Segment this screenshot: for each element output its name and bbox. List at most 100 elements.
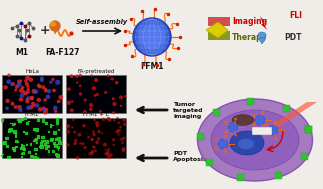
- Bar: [57, 146, 60, 149]
- Text: FA-pretreated: FA-pretreated: [77, 69, 115, 74]
- Bar: [57, 141, 62, 145]
- Point: [15, 85, 20, 88]
- Circle shape: [50, 21, 60, 31]
- Point: [46, 90, 51, 93]
- Point: [56, 100, 61, 103]
- Point: [9, 83, 15, 86]
- Text: Self-assembly: Self-assembly: [76, 19, 128, 25]
- Point: [13, 105, 18, 108]
- Point: [37, 108, 43, 111]
- Bar: [45, 140, 49, 144]
- Point: [33, 91, 38, 94]
- Point: [25, 90, 30, 93]
- Bar: [2, 118, 62, 158]
- Point: [90, 150, 95, 153]
- Bar: [275, 172, 282, 179]
- Text: HeLa: HeLa: [25, 69, 39, 74]
- Bar: [17, 141, 19, 143]
- Point: [70, 126, 75, 129]
- Bar: [12, 123, 15, 126]
- Point: [3, 86, 8, 89]
- Bar: [45, 146, 48, 150]
- Bar: [1, 155, 3, 157]
- Point: [111, 138, 116, 141]
- Point: [109, 153, 114, 156]
- Circle shape: [218, 139, 228, 149]
- Point: [18, 80, 23, 83]
- Point: [23, 92, 28, 95]
- Bar: [36, 118, 40, 122]
- Bar: [39, 146, 41, 148]
- Point: [82, 111, 88, 114]
- Point: [89, 104, 94, 107]
- Bar: [30, 155, 34, 158]
- Text: PDT
Apoptosis: PDT Apoptosis: [173, 151, 208, 162]
- Point: [111, 97, 116, 100]
- Point: [100, 132, 105, 135]
- Bar: [35, 138, 38, 141]
- Bar: [55, 138, 58, 141]
- Point: [69, 100, 75, 103]
- Ellipse shape: [197, 99, 312, 181]
- Point: [43, 89, 48, 92]
- Point: [96, 137, 101, 140]
- Bar: [13, 132, 15, 134]
- Point: [69, 75, 74, 78]
- Point: [66, 88, 71, 91]
- Point: [13, 89, 18, 92]
- Bar: [44, 143, 47, 146]
- Text: Therapy: Therapy: [232, 33, 268, 42]
- Point: [58, 96, 63, 99]
- Bar: [34, 156, 37, 159]
- Point: [26, 96, 31, 99]
- Bar: [197, 133, 204, 140]
- Bar: [15, 135, 17, 138]
- Bar: [301, 153, 308, 160]
- Point: [50, 78, 56, 81]
- Bar: [247, 98, 254, 105]
- Bar: [283, 105, 290, 112]
- Point: [75, 156, 80, 160]
- Ellipse shape: [230, 131, 264, 155]
- Text: M1: M1: [16, 48, 28, 57]
- Text: FFM1: FFM1: [25, 112, 39, 117]
- Bar: [23, 148, 25, 151]
- Bar: [2, 154, 4, 155]
- Bar: [15, 123, 16, 125]
- Point: [103, 152, 109, 155]
- Point: [102, 143, 108, 146]
- Bar: [21, 146, 25, 149]
- Point: [72, 131, 77, 134]
- Point: [78, 74, 83, 77]
- Point: [53, 107, 58, 110]
- Point: [77, 133, 82, 136]
- Point: [92, 118, 97, 121]
- Bar: [30, 143, 32, 146]
- Bar: [52, 150, 55, 153]
- Bar: [6, 146, 9, 148]
- Bar: [23, 131, 26, 133]
- Bar: [35, 153, 37, 155]
- Point: [106, 147, 111, 150]
- Point: [91, 146, 97, 149]
- Point: [20, 86, 25, 89]
- Bar: [50, 138, 54, 141]
- Text: +: +: [40, 25, 50, 37]
- Bar: [23, 149, 26, 151]
- Point: [18, 108, 23, 112]
- Bar: [21, 144, 23, 146]
- Bar: [22, 152, 26, 155]
- Point: [33, 90, 38, 93]
- Point: [119, 104, 124, 107]
- Point: [18, 98, 24, 101]
- Point: [28, 106, 34, 109]
- Point: [23, 80, 28, 83]
- Point: [43, 111, 48, 114]
- Bar: [66, 118, 126, 158]
- Point: [96, 130, 101, 133]
- Bar: [305, 126, 312, 133]
- Bar: [21, 153, 23, 155]
- Point: [106, 150, 111, 153]
- Point: [91, 87, 96, 90]
- Point: [65, 124, 70, 127]
